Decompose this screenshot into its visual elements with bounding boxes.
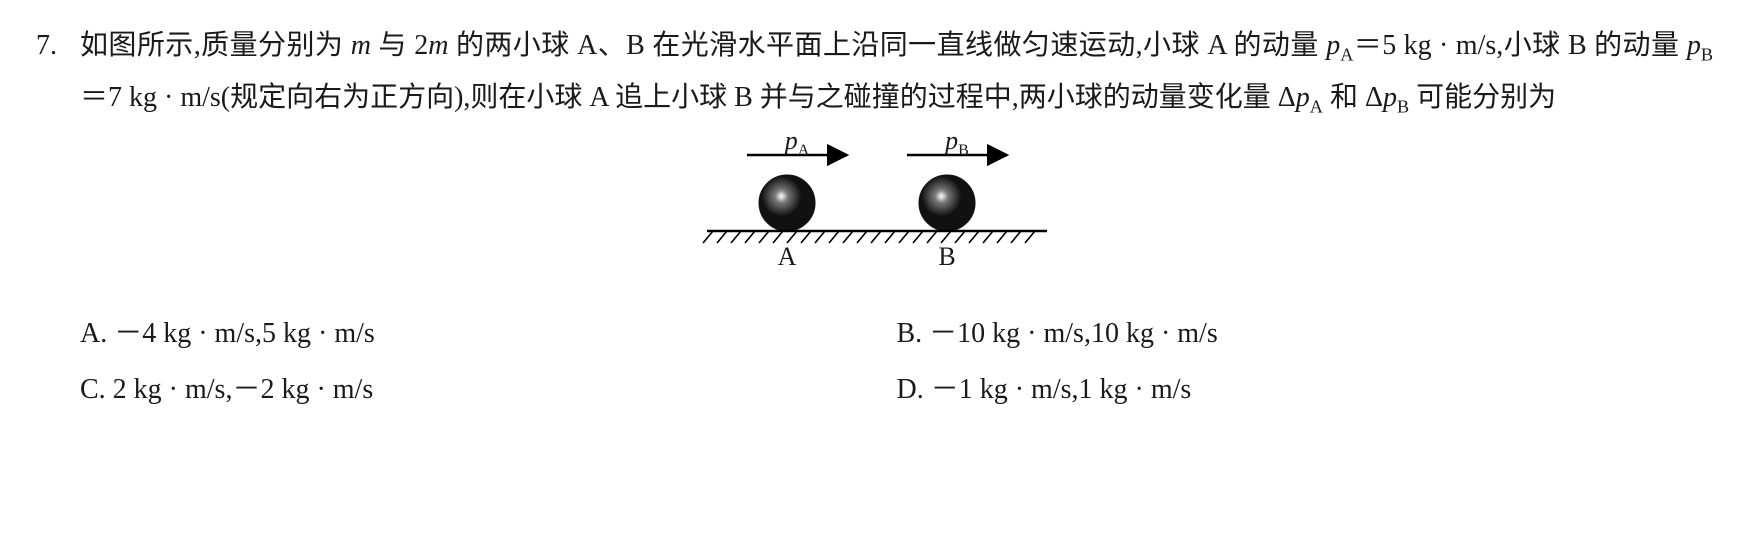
- sub-B: B: [1397, 97, 1409, 117]
- choice-B: B. －10 kg · m/s,10 kg · m/s: [897, 308, 1714, 360]
- var-pB: p: [1687, 30, 1701, 61]
- stem-text: ＝5 kg · m/s,小球 B 的动量: [1353, 30, 1687, 61]
- sub-B: B: [1701, 45, 1713, 65]
- choices: A. －4 kg · m/s,5 kg · m/s B. －10 kg · m/…: [80, 308, 1713, 416]
- var-dpB: p: [1383, 82, 1397, 113]
- figure: pApBAB: [40, 135, 1713, 303]
- stem-text: ＝7 kg · m/s(规定向右为正方向),则在小球 A 追上小球 B 并与之碰…: [80, 82, 1296, 113]
- stem-text: 如图所示,质量分别为: [80, 30, 351, 61]
- stem-text: 的两小球 A、B 在光滑水平面上沿同一直线做匀速运动,小球 A 的动量: [449, 30, 1327, 61]
- problem-7: 7. 如图所示,质量分别为 m 与 2m 的两小球 A、B 在光滑水平面上沿同一…: [40, 20, 1713, 416]
- problem-stem: 如图所示,质量分别为 m 与 2m 的两小球 A、B 在光滑水平面上沿同一直线做…: [80, 20, 1713, 125]
- sub-A: A: [1340, 45, 1353, 65]
- svg-text:A: A: [777, 242, 796, 271]
- svg-text:B: B: [938, 242, 955, 271]
- physics-diagram: pApBAB: [687, 135, 1067, 285]
- var-dpA: p: [1296, 82, 1310, 113]
- problem-number: 7.: [36, 20, 57, 72]
- var-pA: p: [1326, 30, 1340, 61]
- stem-text: 与 2: [371, 30, 428, 61]
- stem-text: 可能分别为: [1409, 82, 1556, 113]
- var-m: m: [428, 30, 448, 61]
- choice-C: C. 2 kg · m/s,－2 kg · m/s: [80, 364, 897, 416]
- var-m: m: [351, 30, 371, 61]
- sub-A: A: [1310, 97, 1323, 117]
- stem-text: 和 Δ: [1323, 82, 1383, 113]
- choice-D: D. －1 kg · m/s,1 kg · m/s: [897, 364, 1714, 416]
- choice-A: A. －4 kg · m/s,5 kg · m/s: [80, 308, 897, 360]
